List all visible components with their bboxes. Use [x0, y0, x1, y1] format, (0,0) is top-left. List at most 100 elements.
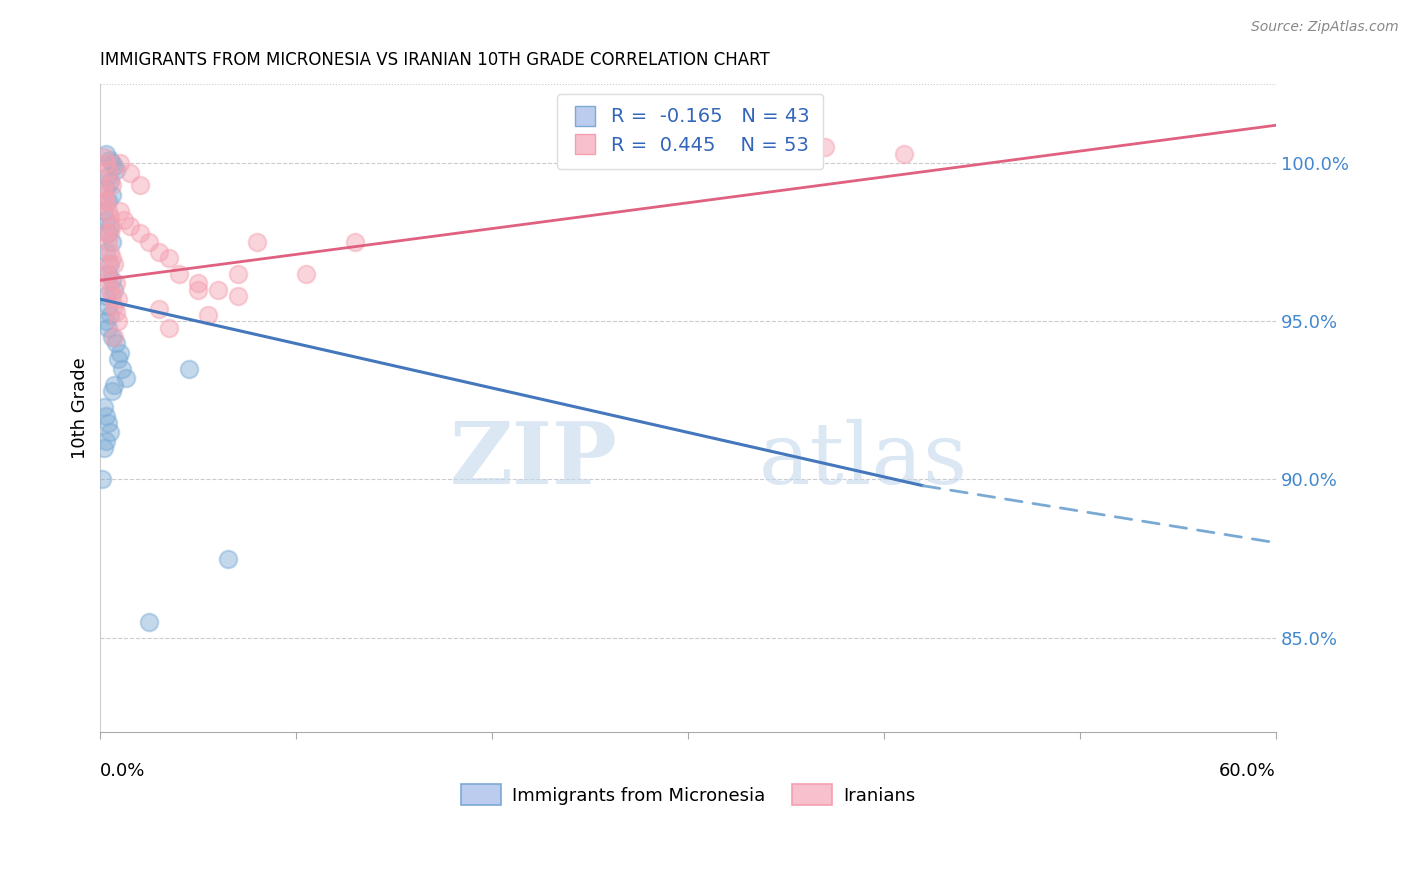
Point: [105, 336, 128, 351]
Point: [93, 187, 115, 202]
Point: [101, 187, 124, 202]
Text: atlas: atlas: [759, 418, 967, 501]
Point: [101, 330, 124, 344]
Point: [96, 194, 118, 208]
Point: [96, 434, 118, 449]
Text: ZIP: ZIP: [450, 418, 617, 502]
Point: [101, 251, 124, 265]
Point: [105, 277, 128, 291]
Text: IMMIGRANTS FROM MICRONESIA VS IRANIAN 10TH GRADE CORRELATION CHART: IMMIGRANTS FROM MICRONESIA VS IRANIAN 10…: [100, 51, 770, 69]
Point: [97, 169, 120, 183]
Point: [148, 244, 170, 259]
Point: [108, 156, 131, 170]
Point: [97, 203, 120, 218]
Point: [187, 277, 209, 291]
Point: [97, 226, 120, 240]
Point: [108, 203, 131, 218]
Point: [118, 166, 141, 180]
Point: [101, 289, 124, 303]
Point: [103, 330, 125, 344]
Point: [107, 352, 129, 367]
Point: [98, 153, 121, 167]
Point: [97, 235, 120, 250]
Point: [96, 267, 118, 281]
Point: [96, 244, 118, 259]
Point: [187, 283, 209, 297]
Point: [98, 244, 121, 259]
Point: [97, 320, 120, 334]
Point: [101, 273, 124, 287]
Point: [103, 298, 125, 312]
Point: [105, 305, 128, 319]
Text: 0.0%: 0.0%: [100, 762, 146, 780]
Point: [96, 226, 118, 240]
Point: [107, 292, 129, 306]
Point: [118, 219, 141, 234]
Point: [814, 140, 837, 154]
Point: [101, 178, 124, 193]
Point: [98, 283, 121, 297]
Point: [98, 257, 121, 271]
Point: [96, 289, 118, 303]
Point: [105, 162, 128, 177]
Point: [167, 267, 190, 281]
Point: [98, 425, 121, 439]
Point: [103, 283, 125, 297]
Point: [93, 150, 115, 164]
Point: [98, 226, 121, 240]
Point: [101, 384, 124, 398]
Point: [157, 320, 180, 334]
Point: [226, 289, 249, 303]
Point: [97, 194, 120, 208]
Point: [226, 267, 249, 281]
Point: [148, 301, 170, 316]
Point: [103, 159, 125, 173]
Text: Source: ZipAtlas.com: Source: ZipAtlas.com: [1251, 20, 1399, 34]
Point: [91, 472, 114, 486]
Point: [246, 235, 269, 250]
Point: [97, 416, 120, 430]
Point: [138, 615, 160, 629]
Point: [91, 181, 114, 195]
Point: [138, 235, 160, 250]
Point: [128, 178, 150, 193]
Point: [97, 298, 120, 312]
Y-axis label: 10th Grade: 10th Grade: [72, 358, 89, 459]
Point: [94, 194, 117, 208]
Point: [98, 308, 121, 322]
Point: [101, 156, 124, 170]
Point: [98, 210, 121, 224]
Point: [96, 213, 118, 227]
Point: [112, 213, 135, 227]
Point: [97, 267, 120, 281]
Point: [103, 377, 125, 392]
Point: [217, 551, 239, 566]
Point: [96, 314, 118, 328]
Text: 60.0%: 60.0%: [1219, 762, 1277, 780]
Point: [108, 346, 131, 360]
Point: [103, 257, 125, 271]
Point: [344, 235, 367, 250]
Point: [98, 175, 121, 189]
Point: [96, 181, 118, 195]
Point: [128, 226, 150, 240]
Point: [98, 219, 121, 234]
Point: [207, 283, 229, 297]
Point: [107, 314, 129, 328]
Point: [197, 308, 219, 322]
Point: [893, 146, 915, 161]
Point: [97, 273, 120, 287]
Point: [295, 267, 318, 281]
Point: [97, 257, 120, 271]
Point: [96, 409, 118, 424]
Point: [111, 361, 134, 376]
Point: [101, 219, 124, 234]
Point: [97, 162, 120, 177]
Point: [98, 172, 121, 186]
Legend: Immigrants from Micronesia, Iranians: Immigrants from Micronesia, Iranians: [454, 777, 922, 813]
Point: [93, 203, 115, 218]
Point: [93, 400, 115, 414]
Point: [101, 235, 124, 250]
Point: [93, 441, 115, 455]
Point: [96, 146, 118, 161]
